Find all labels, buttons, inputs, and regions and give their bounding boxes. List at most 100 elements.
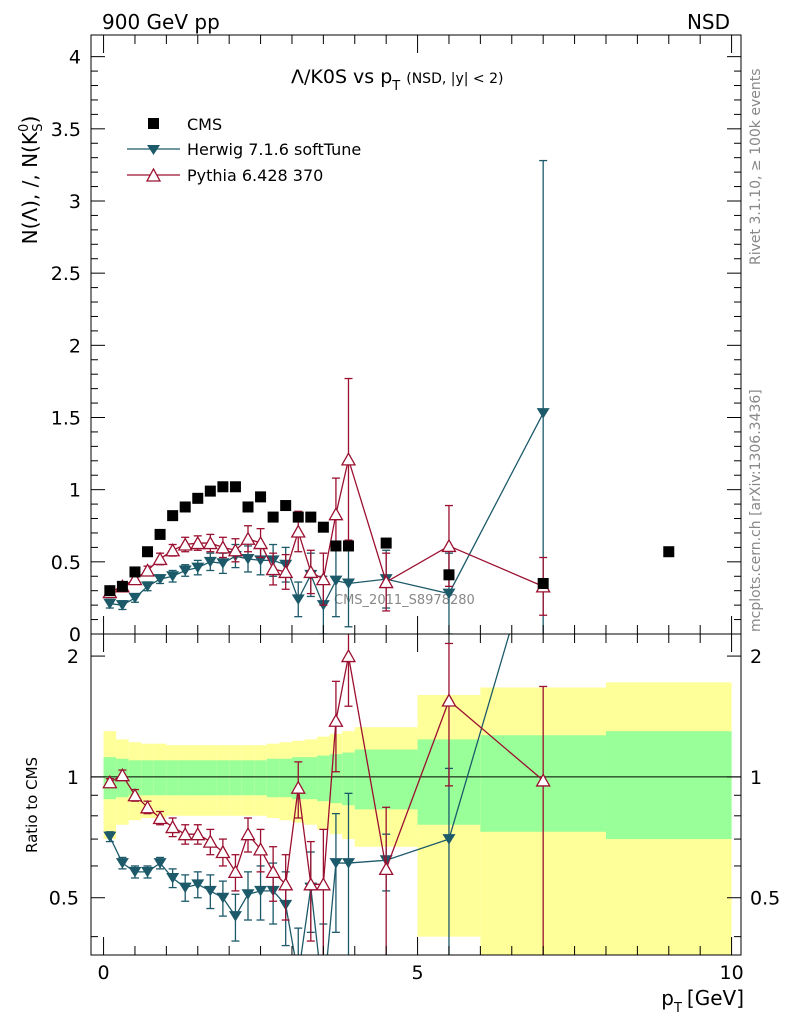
band-inner bbox=[279, 758, 292, 798]
pythia-point bbox=[190, 535, 206, 550]
band-inner bbox=[354, 749, 418, 810]
ratio-plot: 0 5 10 0.5 0.5 1 1 2 2 bbox=[49, 35, 780, 1005]
pythia-ratio-point bbox=[177, 826, 193, 841]
cms-point bbox=[317, 521, 329, 533]
pythia-point bbox=[165, 542, 181, 557]
cms-point bbox=[179, 501, 191, 513]
title-sub: T bbox=[391, 79, 400, 94]
herwig-point bbox=[141, 581, 155, 592]
band-inner bbox=[216, 760, 230, 796]
pythia-ratio-point bbox=[278, 876, 294, 891]
band-inner bbox=[266, 758, 280, 798]
herwig-ratio-point bbox=[241, 889, 255, 900]
y-tick-label: 0 bbox=[69, 624, 81, 646]
pythia-ratio-point bbox=[102, 774, 118, 789]
pythia-point bbox=[152, 551, 168, 566]
pythia-ratio-point bbox=[378, 861, 394, 876]
cms-point bbox=[330, 540, 342, 552]
chart-title: Λ/K0S vs pT (NSD, |y| < 2) bbox=[291, 66, 503, 94]
xlabel-unit: [GeV] bbox=[687, 986, 744, 1010]
mcplots-label: mcplots.cern.ch [arXiv:1306.3436] bbox=[748, 389, 764, 632]
main-y-label: N(Λ), /, N(K0S) bbox=[17, 116, 46, 245]
rivet-label: Rivet 3.1.10, ≥ 100k events bbox=[748, 68, 764, 265]
herwig-ratio-point bbox=[166, 872, 180, 884]
pythia-ratio-point bbox=[215, 844, 231, 859]
herwig-ratio-point bbox=[317, 994, 330, 1005]
band-inner bbox=[342, 752, 355, 806]
herwig-ratio-point bbox=[141, 866, 155, 878]
pythia-point bbox=[378, 574, 394, 589]
main-series bbox=[102, 159, 675, 634]
pythia-ratio-point bbox=[114, 767, 131, 782]
y-tick-label: 3 bbox=[69, 191, 81, 213]
cms-point bbox=[663, 546, 675, 558]
ylabel-end: ) bbox=[18, 116, 42, 124]
pythia-point bbox=[215, 540, 231, 554]
herwig-point bbox=[128, 592, 142, 604]
title-qual: (NSD, |y| < 2) bbox=[406, 71, 503, 87]
cms-series bbox=[104, 481, 675, 597]
herwig-ratio-point bbox=[191, 879, 205, 890]
herwig-ratio-point bbox=[341, 858, 355, 869]
herwig-ratio-point bbox=[216, 892, 230, 904]
y-tick-label: 0.5 bbox=[51, 552, 81, 574]
band-inner bbox=[317, 755, 330, 802]
ratio-frame bbox=[90, 633, 742, 956]
legend-cms-marker bbox=[148, 118, 159, 129]
cms-point bbox=[129, 566, 141, 578]
cms-point bbox=[242, 501, 254, 513]
pythia-ratio-point bbox=[190, 826, 206, 841]
pythia-ratio-point bbox=[441, 693, 457, 707]
band-inner bbox=[605, 731, 732, 840]
herwig-point bbox=[291, 594, 305, 605]
svg-text:N(Λ), /, N(K0S): N(Λ), /, N(K0S) bbox=[17, 116, 46, 245]
band-inner bbox=[304, 757, 318, 800]
y-tick-label: 1 bbox=[69, 480, 81, 502]
main-plot: 0 0.5 1 1.5 2 2.5 3 3.5 4 bbox=[51, 34, 742, 646]
cms-point bbox=[116, 580, 128, 592]
pythia-ratio-point bbox=[139, 799, 156, 814]
herwig-ratio-point bbox=[254, 885, 268, 897]
pythia-ratio-point bbox=[328, 713, 344, 727]
cms-point bbox=[104, 585, 116, 597]
cms-point bbox=[305, 511, 317, 523]
pythia-point bbox=[328, 506, 344, 521]
herwig-ratio-point bbox=[115, 858, 129, 869]
pythia-point bbox=[303, 564, 319, 579]
ratio-tick-label-right: 1 bbox=[750, 767, 762, 789]
band-inner bbox=[166, 760, 179, 796]
cms-point bbox=[167, 510, 179, 522]
x-axis-label: pT [GeV] bbox=[661, 986, 744, 1016]
herwig-point bbox=[178, 565, 192, 576]
cms-point bbox=[342, 540, 354, 552]
ratio-tick-label-left: 2 bbox=[67, 646, 79, 668]
band-inner bbox=[128, 760, 142, 796]
ylabel-sub: S bbox=[31, 123, 46, 131]
pythia-point bbox=[240, 531, 256, 545]
pythia-point bbox=[265, 561, 281, 576]
pythia-point bbox=[278, 564, 294, 579]
cms-point bbox=[280, 500, 292, 512]
pythia-ratio-point bbox=[303, 876, 319, 891]
ratio-tick-label-right: 0.5 bbox=[750, 888, 780, 910]
x-axis: 0 5 10 bbox=[98, 35, 744, 984]
herwig-ratio-point bbox=[228, 911, 242, 922]
herwig-ratio-point bbox=[292, 971, 305, 982]
herwig-ratio-point bbox=[128, 866, 142, 878]
herwig-point bbox=[166, 571, 180, 582]
herwig-point bbox=[191, 562, 205, 574]
pythia-point bbox=[315, 571, 331, 586]
band-inner bbox=[153, 760, 167, 796]
pythia-point bbox=[340, 452, 357, 466]
herwig-point bbox=[153, 574, 167, 585]
cms-point bbox=[217, 481, 229, 493]
cms-point bbox=[154, 528, 166, 540]
ratio-tick-label-right: 2 bbox=[750, 646, 762, 668]
band-inner bbox=[178, 760, 192, 796]
x-tick-label: 0 bbox=[98, 962, 110, 984]
band-inner bbox=[204, 760, 217, 796]
pythia-ratio-point bbox=[202, 834, 218, 848]
legend-herwig-marker bbox=[147, 145, 160, 155]
band-inner bbox=[141, 760, 154, 796]
ratio-tick-label-left: 1 bbox=[67, 767, 79, 789]
